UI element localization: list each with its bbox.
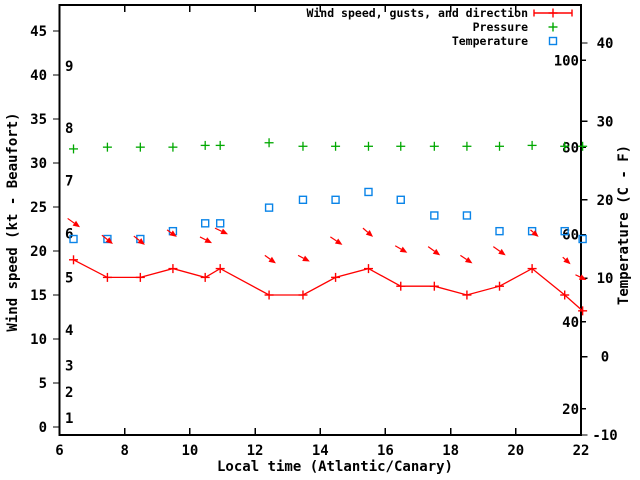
wind-arrow-shaft [562, 256, 566, 260]
wind-arrow-head [169, 230, 177, 237]
generated-plot-content: 6 8 10 12 14 16 18 20 22051015202530354045-10010… [30, 4, 618, 459]
wind-arrow-head [563, 257, 571, 265]
right-tick-label-c: 0 [601, 350, 609, 366]
fahrenheit-label: 100 [554, 53, 579, 69]
wind-arrow-head [578, 274, 587, 281]
legend-temperature-sample [548, 36, 558, 46]
wind-arrow-shaft [214, 227, 222, 232]
wind-arrow-shaft [575, 274, 581, 278]
x-tick-label: 16 [377, 443, 394, 459]
x-tick-label: 20 [507, 443, 524, 459]
wind-arrow-head [432, 248, 441, 256]
x-tick-label: 22 [573, 443, 590, 459]
beaufort-label: 4 [65, 323, 73, 339]
temperature-point [103, 234, 112, 244]
temperature-point [560, 226, 569, 236]
x-axis-title: Local time (Atlantic/Canary) [217, 459, 453, 475]
temperature-point [215, 219, 225, 228]
beaufort-label: 2 [65, 385, 73, 401]
wind-arrow-shaft [264, 254, 271, 260]
left-tick-label: 0 [39, 420, 47, 436]
fahrenheit-label: 80 [562, 141, 579, 157]
x-tick-label: 18 [442, 443, 459, 459]
wind-arrow-shaft [492, 246, 501, 252]
right-tick-label-c: 40 [597, 36, 614, 52]
wind-arrow-shaft [362, 227, 369, 233]
temperature-point [396, 195, 405, 205]
temperature-point [200, 219, 210, 228]
right-tick-label-c: 20 [597, 193, 614, 209]
fahrenheit-label: 20 [562, 402, 579, 418]
right-tick-label-c: 10 [597, 271, 614, 287]
wind-arrow-shaft [394, 245, 402, 250]
legend-label-temperature: Temperature [452, 34, 528, 48]
wind-speed-line [73, 259, 584, 312]
wind-arrow-shaft [530, 229, 534, 233]
temperature-point [298, 195, 308, 205]
left-tick-label: 5 [39, 376, 47, 392]
wind-arrow-head [334, 238, 343, 245]
temperature-point [495, 226, 504, 236]
left-tick-label: 15 [30, 288, 47, 304]
wind-arrow-head [204, 237, 213, 244]
wind-arrow-shaft [297, 254, 304, 259]
right-axis-title: Temperature (C - F) [616, 145, 632, 305]
beaufort-label: 7 [65, 174, 73, 190]
left-tick-label: 35 [30, 112, 47, 128]
beaufort-label: 6 [65, 226, 73, 242]
left-tick-label: 20 [30, 244, 47, 260]
x-tick-label: 8 [120, 443, 128, 459]
right-tick-label-c: -10 [592, 428, 617, 444]
fahrenheit-label: 40 [562, 315, 579, 331]
left-tick-label: 25 [30, 200, 47, 216]
wind-arrow-shaft [427, 246, 435, 252]
wind-arrow-head [498, 248, 506, 256]
temperature-point [331, 195, 340, 205]
temperature-point [364, 187, 373, 197]
x-tick-label: 10 [181, 443, 198, 459]
beaufort-label: 5 [65, 270, 73, 286]
wind-arrow-head [464, 256, 473, 264]
left-tick-label: 45 [30, 24, 47, 40]
wind-arrow-shaft [460, 254, 467, 260]
left-tick-label: 10 [30, 332, 47, 348]
left-axis-title: Wind speed (kt - Beaufort) [5, 112, 21, 331]
x-tick-label: 6 [55, 443, 63, 459]
temperature-point [430, 211, 439, 220]
wind-arrow-shaft [101, 234, 108, 241]
temperature-point [69, 234, 78, 244]
wind-arrow-shaft [133, 235, 140, 241]
left-tick-label: 30 [30, 156, 47, 172]
temperature-point [462, 211, 472, 220]
wind-arrow-head [268, 256, 276, 264]
wind-arrow-shaft [67, 217, 75, 224]
legend-label-pressure: Pressure [473, 20, 528, 34]
legend-label-wind: Wind speed, gusts, and direction [306, 6, 528, 20]
temperature-point [578, 234, 587, 244]
right-tick-label-c: 30 [597, 114, 614, 130]
beaufort-label: 9 [65, 59, 73, 75]
wind-arrow-head [220, 228, 229, 235]
wind-arrow-head [105, 237, 113, 244]
beaufort-label: 8 [65, 121, 73, 137]
wind-arrow-head [137, 238, 145, 245]
x-tick-label: 12 [247, 443, 264, 459]
wind-arrow-head [365, 230, 374, 237]
wind-arrow-shaft [199, 236, 207, 241]
wind-arrow-shaft [166, 229, 172, 234]
wind-arrow-head [399, 246, 408, 253]
plot-border [58, 4, 582, 436]
beaufort-label: 1 [65, 411, 73, 427]
wind-arrow-head [72, 220, 81, 228]
fahrenheit-label: 60 [562, 228, 579, 244]
left-tick-label: 40 [30, 68, 47, 84]
x-tick-label: 14 [312, 443, 329, 459]
wind-arrow-head [531, 230, 539, 237]
wind-arrow-shaft [330, 236, 337, 242]
wind-arrow-head [302, 255, 310, 262]
temperature-point [264, 203, 274, 212]
beaufort-label: 3 [65, 358, 73, 374]
